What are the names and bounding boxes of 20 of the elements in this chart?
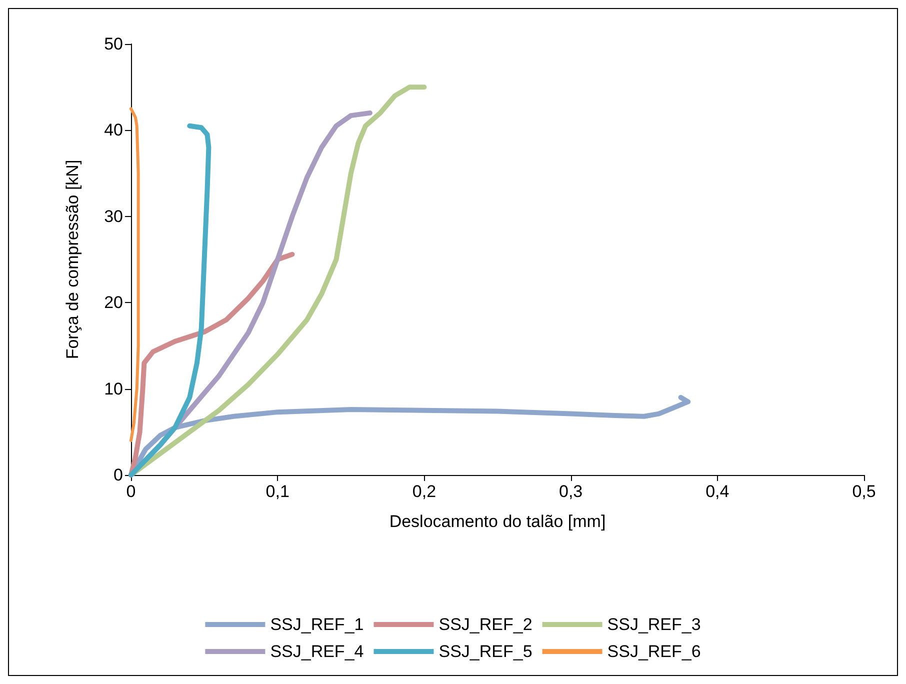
y-tick-label: 10 bbox=[104, 379, 123, 398]
legend-label: SSJ_REF_2 bbox=[438, 615, 532, 634]
y-tick-label: 50 bbox=[104, 34, 123, 54]
x-axis-title: Deslocamento do talão [mm] bbox=[389, 512, 606, 531]
legend-label: SSJ_REF_5 bbox=[438, 642, 532, 661]
x-tick-label: 0,2 bbox=[412, 482, 436, 501]
legend-label: SSJ_REF_6 bbox=[607, 642, 701, 661]
x-tick-label: 0,4 bbox=[706, 482, 730, 501]
x-tick-label: 0,1 bbox=[266, 482, 290, 501]
x-tick-label: 0,3 bbox=[558, 482, 583, 501]
y-tick-label: 0 bbox=[114, 466, 123, 484]
y-tick-label: 20 bbox=[104, 293, 123, 312]
x-tick-label: 0 bbox=[126, 482, 136, 501]
legend-label: SSJ_REF_4 bbox=[270, 642, 364, 661]
x-tick-label: 0,5 bbox=[852, 482, 876, 501]
y-tick-label: 30 bbox=[104, 206, 123, 226]
y-tick-label: 40 bbox=[104, 120, 123, 140]
legend-label: SSJ_REF_3 bbox=[607, 615, 701, 634]
legend-label: SSJ_REF_1 bbox=[270, 615, 364, 634]
y-axis-title: Força de compressão [kN] bbox=[63, 160, 82, 360]
